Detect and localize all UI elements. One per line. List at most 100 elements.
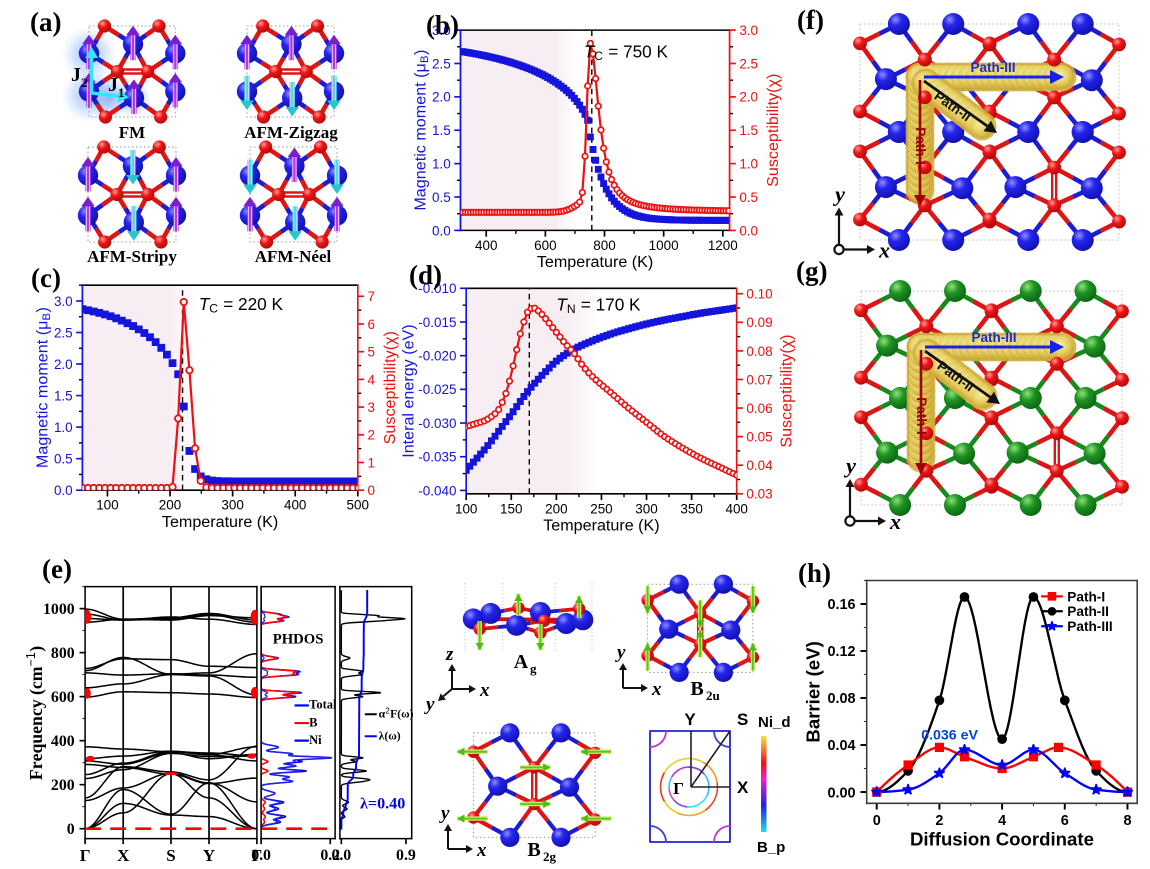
svg-text:400: 400 (51, 733, 75, 750)
svg-text:PHDOS: PHDOS (273, 631, 324, 647)
svg-text:2: 2 (935, 813, 943, 829)
svg-text:200: 200 (545, 501, 567, 516)
svg-text:0: 0 (873, 813, 881, 829)
svg-text:-0.020: -0.020 (418, 349, 456, 364)
svg-text:x: x (479, 680, 490, 701)
svg-text:(h): (h) (798, 558, 831, 588)
svg-text:α F ( ω: α F ( ω ) 2 (379, 697, 420, 722)
svg-text:Γ: Γ (673, 779, 684, 798)
svg-text:6: 6 (1061, 813, 1069, 829)
svg-text:300: 300 (221, 498, 243, 513)
svg-text:A: A (514, 651, 529, 673)
svg-text:B: B (309, 715, 317, 729)
svg-text:1000: 1000 (649, 238, 679, 253)
svg-text:0.2: 0.2 (320, 847, 340, 864)
svg-text:-0.030: -0.030 (418, 416, 456, 431)
svg-text:AFM-Zigzag: AFM-Zigzag (244, 123, 338, 142)
svg-text:Susceptibility(χ): Susceptibility(χ) (777, 334, 795, 447)
svg-text:y: y (439, 803, 450, 824)
svg-text:(b): (b) (426, 10, 459, 40)
svg-text:200: 200 (51, 777, 75, 794)
svg-text:(f): (f) (797, 5, 824, 35)
svg-text:0.08: 0.08 (827, 691, 855, 707)
svg-text:2.0: 2.0 (739, 90, 758, 105)
svg-text:7: 7 (368, 289, 376, 304)
svg-text:0.09: 0.09 (746, 315, 772, 330)
svg-text:Barrier (eV): Barrier (eV) (802, 641, 823, 742)
svg-text:x: x (878, 238, 890, 263)
svg-text:8: 8 (1123, 813, 1131, 829)
svg-text:Y: Y (684, 710, 696, 729)
svg-text:x: x (889, 509, 901, 534)
svg-text:1000: 1000 (43, 601, 75, 618)
svg-text:B: B (690, 678, 703, 700)
svg-text:200: 200 (159, 498, 181, 513)
svg-text:1: 1 (368, 455, 376, 470)
svg-text:Γ: Γ (80, 846, 91, 865)
svg-text:M a g n: M a g n e t i c m o m e n t ( μ ) B (405, 43, 431, 210)
svg-text:-0.010: -0.010 (418, 281, 456, 296)
svg-text:Total: Total (309, 698, 337, 712)
svg-text:S: S (737, 710, 748, 729)
svg-text:0.5: 0.5 (432, 190, 451, 205)
svg-text:0.0: 0.0 (331, 847, 351, 864)
svg-text:y: y (424, 694, 435, 715)
svg-text:Path-III: Path-III (970, 60, 1015, 75)
svg-text:1200: 1200 (708, 238, 738, 253)
svg-text:100: 100 (455, 501, 477, 516)
svg-text:AFM-Néel: AFM-Néel (255, 247, 332, 266)
svg-text:2.5: 2.5 (54, 325, 73, 340)
svg-text:0.05: 0.05 (746, 430, 772, 445)
svg-text:4: 4 (368, 372, 376, 387)
svg-text:-0.040: -0.040 (418, 483, 456, 498)
svg-text:T N =: T N = 1 7 0 K (556, 290, 641, 318)
svg-text:0: 0 (67, 821, 75, 838)
svg-text:B: B (527, 839, 540, 861)
svg-text:X: X (117, 846, 130, 865)
svg-text:Susceptibility(χ): Susceptibility(χ) (381, 331, 399, 444)
svg-text:y: y (615, 642, 626, 663)
svg-text:0.5: 0.5 (739, 190, 758, 205)
svg-text:0.07: 0.07 (746, 372, 772, 387)
svg-text:2.5: 2.5 (739, 56, 758, 71)
svg-text:g: g (530, 661, 537, 676)
svg-text:0.0: 0.0 (54, 483, 73, 498)
svg-text:400: 400 (725, 501, 747, 516)
svg-text:2.0: 2.0 (432, 90, 451, 105)
svg-text:2.5: 2.5 (432, 56, 451, 71)
svg-text:X: X (737, 778, 749, 797)
svg-text:z: z (445, 644, 454, 665)
svg-text:0.0: 0.0 (251, 847, 271, 864)
svg-text:x: x (476, 840, 487, 861)
svg-text:Path-II: Path-II (1067, 604, 1109, 619)
svg-text:M a g n: M a g n e t i c m o m e n t ( μ ) B (27, 301, 53, 468)
svg-text:1: 1 (118, 85, 125, 100)
svg-text:0.08: 0.08 (746, 344, 772, 359)
svg-text:250: 250 (590, 501, 612, 516)
svg-text:AFM-Stripy: AFM-Stripy (87, 247, 177, 266)
svg-text:0: 0 (368, 483, 376, 498)
svg-text:Susceptibility(χ): Susceptibility(χ) (764, 74, 782, 187)
svg-text:800: 800 (51, 645, 75, 662)
svg-text:B_p: B_p (757, 839, 785, 856)
svg-text:350: 350 (680, 501, 702, 516)
svg-text:0.03: 0.03 (746, 487, 772, 502)
svg-text:2g: 2g (543, 849, 557, 864)
svg-text:(g): (g) (796, 256, 827, 286)
svg-text:1.5: 1.5 (432, 123, 451, 138)
svg-text:T C =: T C = 7 5 0 K (584, 37, 669, 65)
svg-text:T C =: T C = 2 2 0 K (199, 290, 284, 318)
svg-text:0.04: 0.04 (827, 738, 855, 754)
svg-text:(e): (e) (42, 554, 72, 584)
svg-text:400: 400 (284, 498, 306, 513)
svg-text:2: 2 (368, 428, 376, 443)
svg-text:Temperature (K): Temperature (K) (162, 513, 278, 531)
svg-text:300: 300 (635, 501, 657, 516)
svg-text:1.0: 1.0 (54, 420, 73, 435)
svg-text:3.0: 3.0 (739, 23, 758, 38)
svg-text:(d): (d) (409, 260, 442, 290)
svg-text:Path-I: Path-I (1067, 589, 1105, 604)
svg-text:100: 100 (96, 498, 118, 513)
svg-text:3: 3 (368, 400, 376, 415)
svg-text:FM: FM (119, 123, 145, 142)
